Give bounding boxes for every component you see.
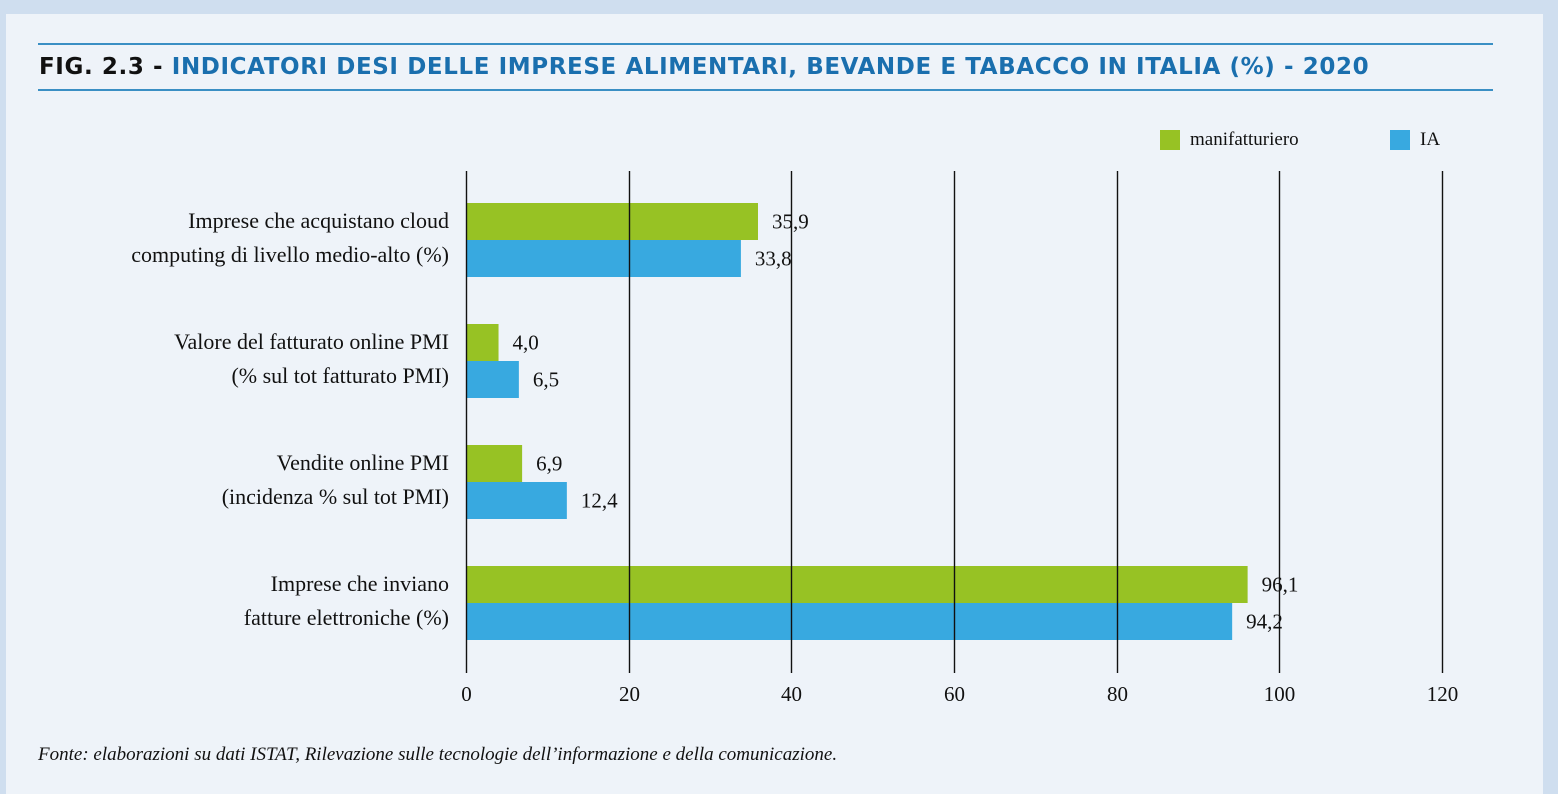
bars	[467, 203, 1248, 640]
category-label: Vendite online PMI (incidenza % sul tot P…	[222, 446, 449, 514]
legend-swatch-ia	[1390, 130, 1410, 150]
legend-label: IA	[1420, 129, 1441, 150]
figure-title-text: INDICATORI DESI DELLE IMPRESE ALIMENTARI…	[171, 54, 1370, 80]
data-label: 96,1	[1262, 573, 1299, 597]
category-label-line: (% sul tot fatturato PMI)	[231, 363, 449, 388]
x-tick-label: 80	[1107, 682, 1128, 706]
bar-manifatturiero	[467, 203, 758, 240]
data-label: 6,5	[533, 368, 559, 392]
category-label: Imprese che inviano fatture elettroniche …	[244, 567, 449, 635]
bar-ia	[467, 240, 741, 277]
figure-title: FIG. 2.3 - INDICATORI DESI DELLE IMPRESE…	[39, 53, 1369, 81]
bar-manifatturiero	[467, 324, 499, 361]
x-tick-label: 20	[619, 682, 640, 706]
x-tick-label: 100	[1264, 682, 1296, 706]
data-label: 12,4	[581, 489, 618, 513]
figure-panel	[6, 14, 1543, 794]
category-label-line: (incidenza % sul tot PMI)	[221, 484, 449, 509]
x-tick-label: 40	[781, 682, 802, 706]
bar-manifatturiero	[467, 445, 523, 482]
category-label-line: fatture elettroniche (%)	[243, 605, 449, 630]
category-label: Imprese che acquistano cloud computing di…	[131, 204, 449, 272]
figure-number: FIG. 2.3 -	[39, 54, 172, 80]
gridlines: 0 20 40 60 80 100 120	[461, 171, 1458, 706]
bar-manifatturiero	[467, 566, 1248, 603]
category-label-line: Vendite online PMI	[276, 450, 449, 475]
x-tick-label: 0	[461, 682, 472, 706]
category-label-line: Valore del fatturato online PMI	[174, 329, 449, 354]
data-label: 4,0	[513, 331, 539, 355]
category-label: Valore del fatturato online PMI (% sul to…	[174, 325, 449, 393]
value-labels: 35,9 4,0 6,9 96,1 33,8 6,5 12,4 94,2	[513, 210, 1299, 634]
bar-ia	[467, 361, 519, 398]
figure-title-bar: FIG. 2.3 - INDICATORI DESI DELLE IMPRESE…	[38, 43, 1493, 91]
bar-ia	[467, 603, 1233, 640]
legend-label: manifatturiero	[1190, 129, 1299, 150]
bar-ia	[467, 482, 567, 519]
category-label-line: Imprese che inviano	[270, 571, 449, 596]
data-label: 94,2	[1246, 610, 1283, 634]
category-label-line: computing di livello medio-alto (%)	[131, 242, 449, 267]
data-label: 33,8	[755, 247, 792, 271]
category-label-line: Imprese che acquistano cloud	[188, 208, 449, 233]
x-tick-label: 60	[944, 682, 965, 706]
x-tick-label: 120	[1427, 682, 1459, 706]
data-label: 35,9	[772, 210, 809, 234]
data-label: 6,9	[536, 452, 562, 476]
source-note: Fonte: elaborazioni su dati ISTAT, Rilev…	[38, 744, 838, 765]
legend-swatch-manifatturiero	[1160, 130, 1180, 150]
